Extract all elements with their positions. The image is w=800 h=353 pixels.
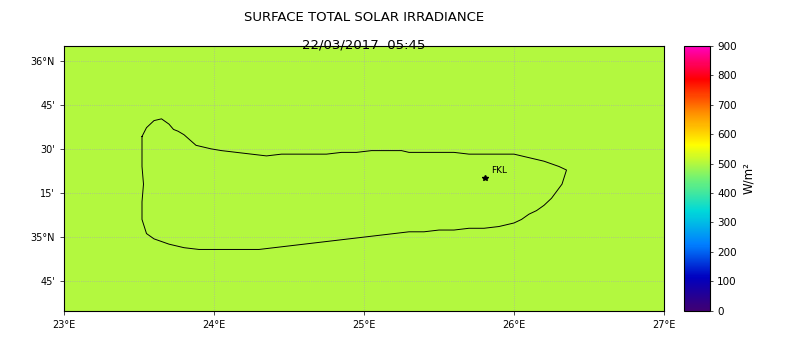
Text: FKL: FKL	[491, 166, 507, 175]
Y-axis label: W/m²: W/m²	[742, 162, 755, 194]
Text: 22/03/2017  05:45: 22/03/2017 05:45	[302, 39, 426, 52]
Text: SURFACE TOTAL SOLAR IRRADIANCE: SURFACE TOTAL SOLAR IRRADIANCE	[244, 11, 484, 24]
